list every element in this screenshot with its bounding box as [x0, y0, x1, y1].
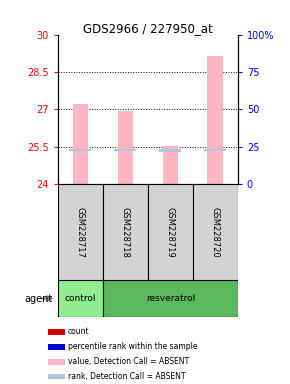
Text: GSM228718: GSM228718: [121, 207, 130, 258]
Bar: [48, 329, 65, 335]
Text: GSM228717: GSM228717: [76, 207, 85, 258]
Text: control: control: [65, 294, 96, 303]
Bar: [148, 184, 193, 280]
Bar: [160, 149, 181, 152]
Text: rank, Detection Call = ABSENT: rank, Detection Call = ABSENT: [68, 372, 185, 381]
Bar: [70, 149, 91, 151]
Bar: [103, 184, 148, 280]
Bar: [117, 111, 133, 184]
Bar: [103, 280, 238, 317]
Text: GSM228720: GSM228720: [211, 207, 220, 258]
Text: count: count: [68, 328, 89, 336]
Bar: [58, 184, 103, 280]
Text: percentile rank within the sample: percentile rank within the sample: [68, 342, 197, 351]
Text: GSM228719: GSM228719: [166, 207, 175, 258]
Text: resveratrol: resveratrol: [146, 294, 195, 303]
Bar: [115, 149, 136, 151]
Bar: [48, 344, 65, 350]
Bar: [48, 374, 65, 379]
Bar: [204, 149, 226, 151]
Bar: [58, 280, 103, 317]
Text: agent: agent: [24, 293, 52, 304]
Bar: [48, 359, 65, 364]
Title: GDS2966 / 227950_at: GDS2966 / 227950_at: [83, 22, 213, 35]
Text: value, Detection Call = ABSENT: value, Detection Call = ABSENT: [68, 357, 189, 366]
Bar: [162, 146, 178, 184]
Bar: [207, 56, 223, 184]
Bar: [72, 104, 88, 184]
Bar: [193, 184, 238, 280]
